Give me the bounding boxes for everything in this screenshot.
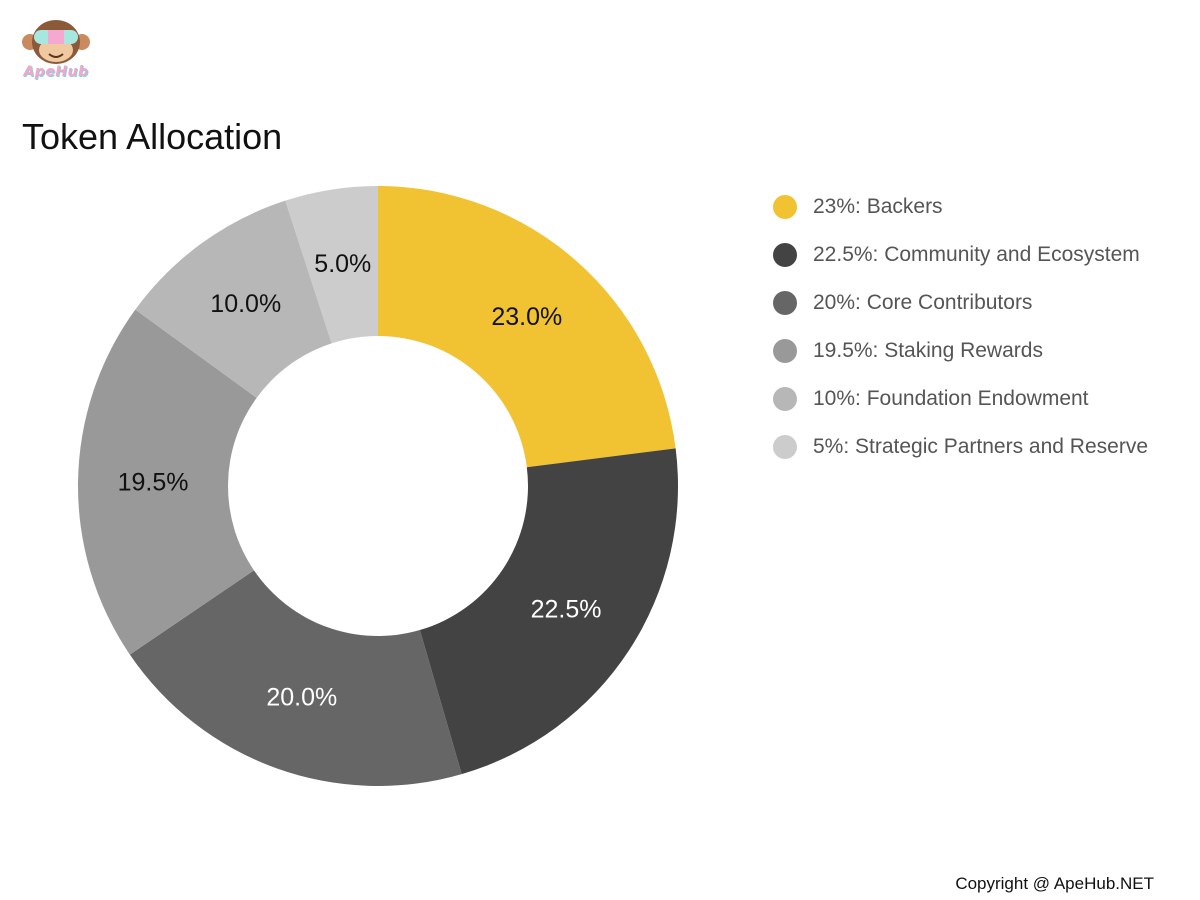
slice-data-label-3: 20.0% <box>266 684 337 712</box>
legend-label: 23%: Backers <box>813 195 943 218</box>
legend-item: 19.5%: Staking Rewards <box>773 327 1148 375</box>
slice-data-label-4: 19.5% <box>118 468 189 496</box>
slice-data-label-5: 10.0% <box>210 290 281 318</box>
donut-slice-5 <box>135 200 332 398</box>
legend-label: 10%: Foundation Endowment <box>813 387 1089 410</box>
legend-item: 23%: Backers <box>773 183 1148 231</box>
legend-item: 20%: Core Contributors <box>773 279 1148 327</box>
legend-item: 22.5%: Community and Ecosystem <box>773 231 1148 279</box>
legend-label: 20%: Core Contributors <box>813 291 1033 314</box>
donut-slice-6 <box>285 186 378 344</box>
donut-slice-1 <box>378 186 676 468</box>
legend-swatch <box>773 291 797 315</box>
chart-title: Token Allocation <box>22 116 283 157</box>
legend-swatch <box>773 387 797 411</box>
copyright-notice: Copyright @ ApeHub.NET <box>955 874 1154 893</box>
legend-item: 10%: Foundation Endowment <box>773 375 1148 423</box>
ape-mascot-icon <box>22 20 90 64</box>
legend-swatch <box>773 195 797 219</box>
slice-data-label-6: 5.0% <box>314 250 371 278</box>
legend-swatch <box>773 435 797 459</box>
apehub-logo: ApeHub <box>18 18 94 84</box>
donut-slice-2 <box>419 448 678 775</box>
legend-swatch <box>773 339 797 363</box>
legend-item: 5%: Strategic Partners and Reserve <box>773 423 1148 471</box>
slice-data-label-1: 23.0% <box>491 303 562 331</box>
logo-wordmark: ApeHub <box>23 64 89 80</box>
legend-label: 22.5%: Community and Ecosystem <box>813 243 1140 266</box>
legend-label: 19.5%: Staking Rewards <box>813 339 1043 362</box>
donut-slice-4 <box>77 309 257 655</box>
donut-slice-3 <box>129 570 462 787</box>
slice-data-label-2: 22.5% <box>531 596 602 624</box>
legend-swatch <box>773 243 797 267</box>
chart-legend: 23%: Backers 22.5%: Community and Ecosyst… <box>773 183 1148 471</box>
legend-label: 5%: Strategic Partners and Reserve <box>813 435 1148 458</box>
